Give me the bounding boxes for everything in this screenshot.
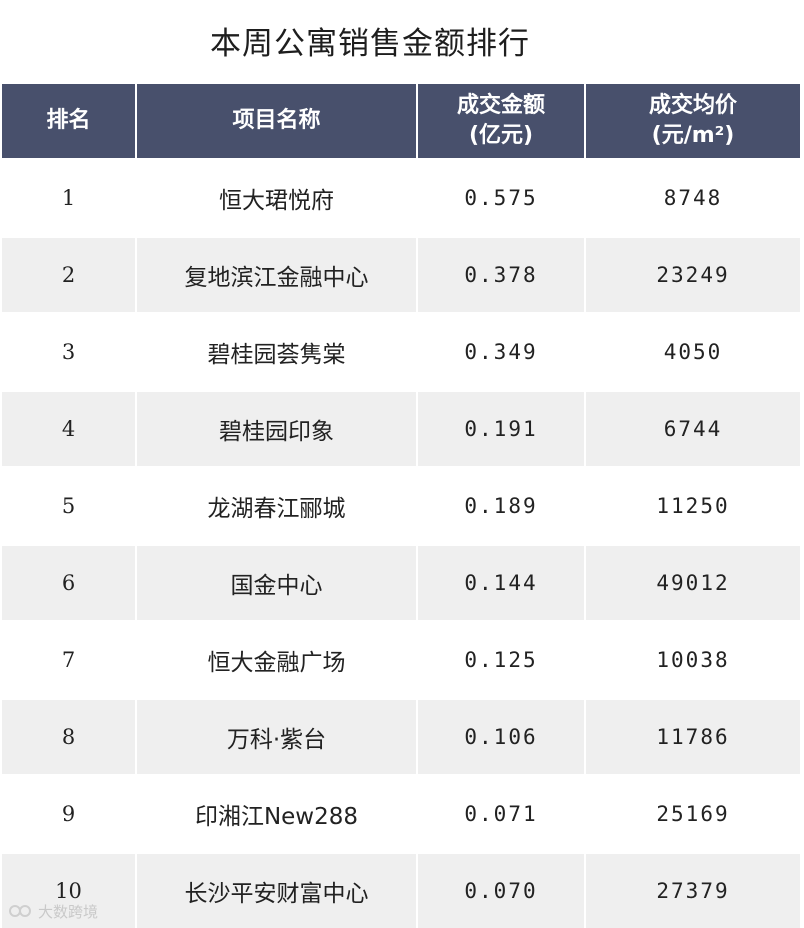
column-header-price: 成交均价(元/m²) xyxy=(585,84,800,160)
column-header-name: 项目名称 xyxy=(136,84,417,160)
price-cell: 4050 xyxy=(585,314,800,391)
amount-cell: 0.106 xyxy=(417,699,585,776)
amount-cell: 0.071 xyxy=(417,776,585,853)
price-cell: 10038 xyxy=(585,622,800,699)
project-name-cell: 国金中心 xyxy=(136,545,417,622)
project-name-cell: 龙湖春江郦城 xyxy=(136,468,417,545)
rank-cell: 4 xyxy=(2,391,136,468)
watermark-text: 大数跨境 xyxy=(38,901,98,922)
rank-cell: 7 xyxy=(2,622,136,699)
project-name-cell: 万科·紫台 xyxy=(136,699,417,776)
price-cell: 11786 xyxy=(585,699,800,776)
project-name-cell: 复地滨江金融中心 xyxy=(136,237,417,314)
rank-cell: 3 xyxy=(2,314,136,391)
amount-cell: 0.070 xyxy=(417,853,585,928)
amount-cell: 0.349 xyxy=(417,314,585,391)
amount-cell: 0.575 xyxy=(417,160,585,237)
price-cell: 6744 xyxy=(585,391,800,468)
project-name-cell: 碧桂园印象 xyxy=(136,391,417,468)
rank-cell: 9 xyxy=(2,776,136,853)
amount-cell: 0.191 xyxy=(417,391,585,468)
amount-cell: 0.125 xyxy=(417,622,585,699)
column-header-rank: 排名 xyxy=(2,84,136,160)
price-cell: 25169 xyxy=(585,776,800,853)
project-name-cell: 恒大珺悦府 xyxy=(136,160,417,237)
project-name-cell: 印湘江New288 xyxy=(136,776,417,853)
column-header-amount: 成交金额(亿元) xyxy=(417,84,585,160)
rank-cell: 1 xyxy=(2,160,136,237)
amount-cell: 0.144 xyxy=(417,545,585,622)
project-name-cell: 长沙平安财富中心 xyxy=(136,853,417,928)
chart-title: 本周公寓销售金额排行 xyxy=(0,18,740,63)
project-name-cell: 碧桂园荟隽棠 xyxy=(136,314,417,391)
price-cell: 49012 xyxy=(585,545,800,622)
rank-cell: 6 xyxy=(2,545,136,622)
price-cell: 11250 xyxy=(585,468,800,545)
watermark: 大数跨境 xyxy=(8,898,98,924)
rank-cell: 8 xyxy=(2,699,136,776)
amount-cell: 0.189 xyxy=(417,468,585,545)
logo-icon xyxy=(8,901,34,921)
project-name-cell: 恒大金融广场 xyxy=(136,622,417,699)
price-cell: 8748 xyxy=(585,160,800,237)
rank-cell: 5 xyxy=(2,468,136,545)
rank-cell: 2 xyxy=(2,237,136,314)
header-row: 排名 项目名称 成交金额(亿元) 成交均价(元/m²) xyxy=(2,84,800,160)
price-cell: 23249 xyxy=(585,237,800,314)
price-cell: 27379 xyxy=(585,853,800,928)
amount-cell: 0.378 xyxy=(417,237,585,314)
